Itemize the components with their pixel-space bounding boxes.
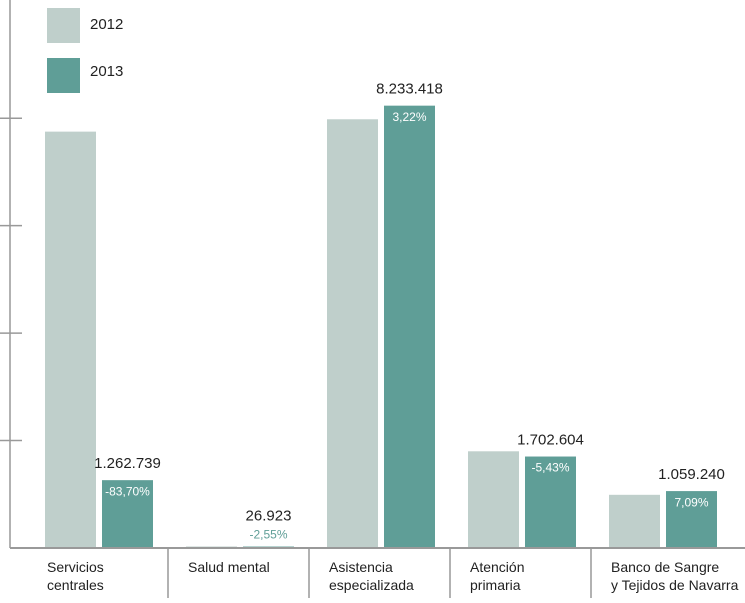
bar [666,491,717,548]
x-tick-label: Asistencia especializada [329,559,414,593]
bar [384,105,435,548]
value-label: 1.262.739 [94,455,161,472]
value-label: 26.923 [246,508,292,525]
x-tick-label: Servicios centrales [47,559,104,593]
bar [45,131,96,549]
legend-label: 2012 [90,16,123,33]
change-label: -2,55% [249,528,287,542]
x-tick-label: Banco de Sangre y Tejidos de Navarra [611,559,739,593]
bar [609,494,660,548]
value-label: 1.702.604 [517,431,584,448]
bar [102,480,153,548]
bar [468,451,519,548]
change-label: -83,70% [105,484,150,498]
x-tick-label: Atención primaria [470,559,525,593]
value-label: 1.059.240 [658,466,725,483]
legend-swatch [47,58,80,93]
legend-swatch [47,8,80,43]
x-tick-label: Salud mental [188,559,270,575]
change-label: 7,09% [674,495,708,509]
bar [327,119,378,548]
value-label: 8.233.418 [376,81,443,98]
bar [525,456,576,548]
change-label: 3,22% [392,110,426,124]
legend-label: 2013 [90,63,123,80]
change-label: -5,43% [531,461,569,475]
